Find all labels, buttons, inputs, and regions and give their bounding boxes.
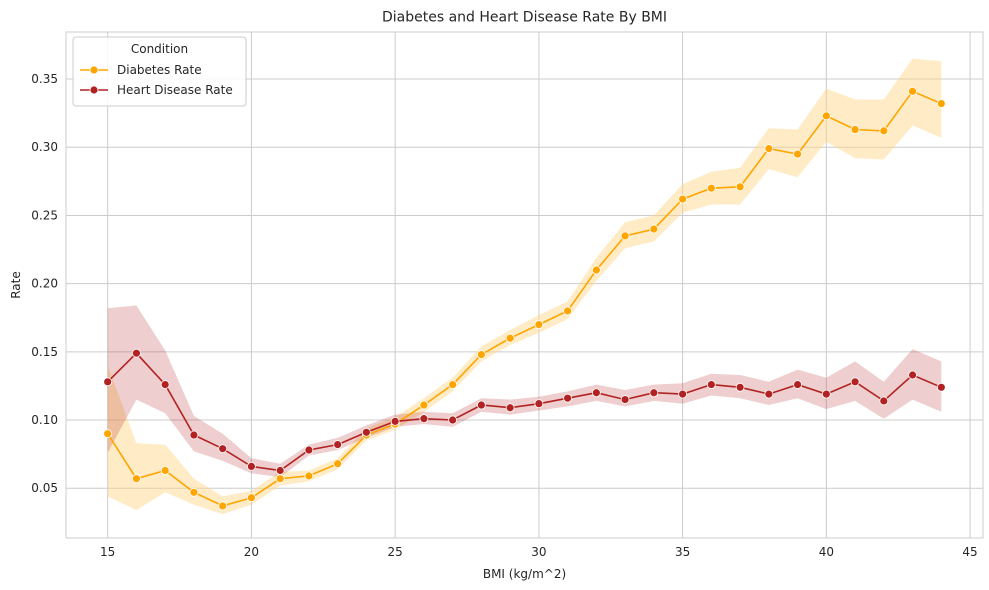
heart-disease-rate-point	[448, 415, 458, 425]
heart-disease-rate-point	[879, 396, 889, 406]
diabetes-rate-point	[218, 501, 228, 511]
heart-disease-rate-point	[419, 414, 429, 424]
diabetes-rate-point	[505, 333, 515, 343]
heart-disease-rate-point	[218, 444, 228, 454]
heart-disease-rate-line	[107, 352, 942, 472]
y-tick-label: 0.35	[31, 72, 58, 86]
diabetes-rate-point	[534, 320, 544, 329]
heart-disease-rate-point	[361, 427, 371, 437]
diabetes-rate-point	[649, 224, 659, 234]
heart-disease-rate-point	[275, 466, 285, 475]
heart-disease-rate-point	[936, 382, 946, 392]
heart-disease-rate-point	[160, 380, 170, 389]
chart-title: Diabetes and Heart Disease Rate By BMI	[382, 10, 667, 26]
legend-title: Condition	[131, 42, 188, 56]
x-axis-title: BMI (kg/m^2)	[483, 567, 566, 581]
diabetes-rate-point	[735, 182, 745, 192]
heart-disease-rate-point	[620, 395, 630, 404]
y-tick-label: 0.05	[31, 481, 58, 495]
diabetes-rate-point	[620, 231, 630, 241]
x-tick-label: 45	[962, 545, 977, 559]
diabetes-rate-point	[908, 86, 917, 96]
y-tick-label: 0.20	[31, 277, 58, 291]
diabetes-rate-point	[821, 111, 831, 121]
y-tick-labels: 0.05 0.10 0.15 0.20 0.25 0.30 0.35	[31, 72, 58, 495]
x-tick-label: 25	[388, 545, 403, 559]
y-tick-label: 0.15	[31, 345, 58, 359]
diabetes-rate-point	[419, 400, 429, 410]
heart-disease-rate-point	[735, 382, 745, 392]
diabetes-rate-point	[879, 126, 889, 136]
diabetes-rate-point	[189, 487, 199, 497]
diabetes-rate-point	[333, 459, 343, 469]
diabetes-rate-point	[304, 471, 314, 481]
series-lines	[107, 90, 942, 507]
x-tick-label: 30	[531, 545, 546, 559]
heart-disease-rate-point	[333, 440, 343, 449]
x-tick-label: 15	[100, 545, 115, 559]
heart-disease-rate-point	[850, 377, 860, 387]
series-points	[103, 86, 946, 511]
diabetes-rate-point	[793, 149, 802, 159]
x-tick-labels: 15 20 25 30 35 40 45	[100, 545, 978, 559]
heart-disease-rate-point	[678, 389, 688, 399]
heart-disease-rate-point	[390, 416, 400, 426]
heart-disease-rate-point	[534, 399, 544, 409]
diabetes-rate-line	[107, 90, 942, 507]
diabetes-rate-point	[563, 306, 573, 316]
heart-disease-rate-legend-label: Heart Disease Rate	[117, 83, 233, 97]
heart-disease-rate-point	[591, 388, 601, 398]
diabetes-rate-legend-label: Diabetes Rate	[117, 63, 202, 77]
diabetes-rate-legend-marker	[89, 65, 99, 75]
diabetes-rate-point	[160, 466, 170, 475]
legend-box	[72, 36, 247, 107]
x-tick-label: 40	[819, 545, 834, 559]
heart-disease-rate-point	[505, 403, 515, 413]
diabetes-rate-point	[591, 265, 601, 275]
diabetes-rate-point	[936, 99, 946, 109]
x-tick-label: 35	[675, 545, 690, 559]
diabetes-rate-point	[476, 350, 486, 359]
legend-entries: Diabetes Rate Heart Disease Rate	[80, 63, 233, 97]
heart-disease-rate-legend-marker	[89, 85, 99, 95]
heart-disease-rate-point	[706, 380, 716, 389]
diabetes-rate-confidence-band	[107, 58, 942, 515]
diabetes-rate-point	[764, 144, 774, 154]
heart-disease-rate-point	[132, 348, 141, 358]
heart-disease-rate-point	[793, 380, 802, 389]
diabetes-rate-point	[275, 474, 285, 484]
diabetes-rate-point	[850, 125, 860, 134]
diabetes-rate-point	[247, 493, 256, 503]
diabetes-rate-point	[678, 194, 688, 204]
heart-disease-rate-point	[908, 370, 917, 380]
heart-disease-rate-point	[247, 461, 256, 471]
y-axis-title: Rate	[9, 271, 23, 299]
diabetes-rate-point	[132, 474, 141, 484]
heart-disease-rate-point	[764, 389, 774, 399]
heart-disease-rate-point	[821, 389, 831, 399]
y-tick-label: 0.10	[31, 413, 58, 427]
heart-disease-rate-point	[304, 445, 314, 455]
legend: Condition Diabetes Rate Heart Disease Rat…	[72, 36, 247, 107]
heart-disease-rate-point	[563, 393, 573, 403]
diabetes-rate-point	[706, 183, 716, 193]
heart-disease-rate-point	[649, 388, 659, 398]
y-tick-label: 0.25	[31, 208, 58, 222]
heart-disease-rate-point	[189, 430, 199, 440]
diabetes-rate-point	[103, 429, 113, 439]
diabetes-rate-point	[448, 380, 458, 389]
x-tick-label: 20	[244, 545, 259, 559]
heart-disease-rate-point	[476, 400, 486, 410]
y-tick-label: 0.30	[31, 140, 58, 154]
heart-disease-rate-point	[103, 377, 113, 387]
